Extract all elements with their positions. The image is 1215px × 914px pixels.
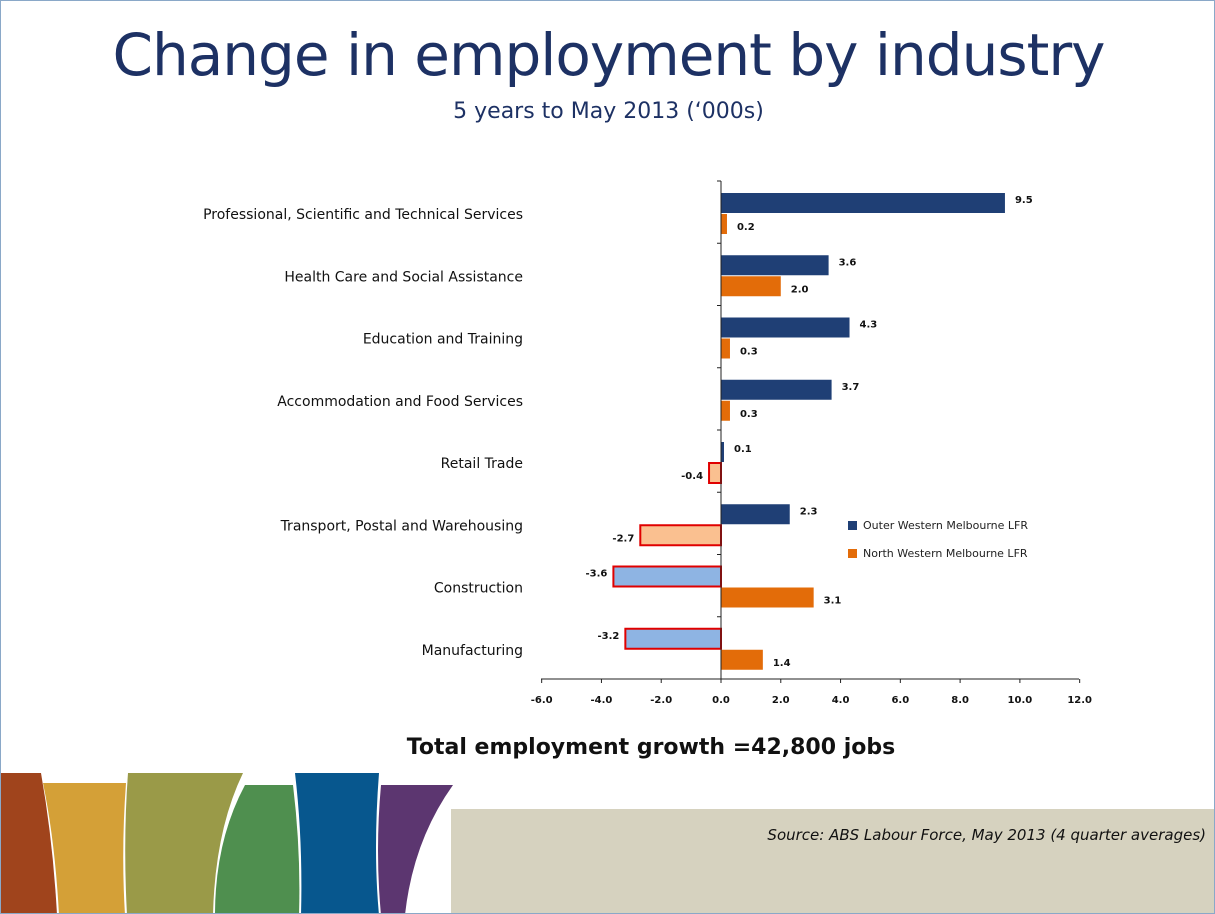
decor-band-5	[295, 773, 379, 913]
legend-label: Outer Western Melbourne LFR	[863, 519, 1028, 532]
x-tick-label: -6.0	[531, 695, 553, 706]
category-labels: Professional, Scientific and Technical S…	[203, 207, 523, 659]
value-label: 0.1	[734, 444, 752, 455]
tick-labels: -6.0 -4.0 -2.0 0.0 2.0 4.0 6.0 8.0 10.0 12.0	[531, 695, 1092, 706]
value-label: -3.6	[586, 569, 608, 580]
category-label: Professional, Scientific and Technical S…	[203, 207, 523, 223]
north-western-bar	[721, 649, 763, 670]
x-tick-label: 8.0	[951, 695, 969, 706]
bars-layer	[612, 193, 1005, 670]
value-label: 1.4	[773, 658, 791, 669]
outer-western-bar	[721, 317, 850, 338]
x-tick-label: -4.0	[591, 695, 613, 706]
legend-swatch-north	[848, 549, 857, 558]
page-subtitle: 5 years to May 2013 (‘000s)	[453, 99, 764, 124]
decorative-banner	[1, 773, 453, 913]
x-tick-label: 0.0	[712, 695, 730, 706]
decor-band-6	[378, 785, 453, 913]
value-label: 0.3	[740, 409, 758, 420]
category-label: Accommodation and Food Services	[277, 394, 523, 410]
value-label: 3.6	[839, 257, 857, 268]
value-label: 0.2	[737, 222, 755, 233]
x-tick-label: 2.0	[772, 695, 790, 706]
value-labels: 9.5 0.2 3.6 2.0 4.3 0.3 3.7 0.3 0.1 -0.4 2.3 -2.7 -3…	[586, 195, 1033, 669]
outer-western-bar	[721, 504, 790, 525]
outer-western-bar	[721, 193, 1005, 213]
value-label: -3.2	[597, 631, 619, 642]
x-tick-label: 10.0	[1008, 695, 1033, 706]
value-label: -2.7	[612, 533, 634, 544]
outer-western-bar	[612, 565, 723, 588]
x-tick-label: 4.0	[832, 695, 850, 706]
footer-band	[451, 809, 1214, 913]
value-label: -0.4	[681, 471, 703, 482]
outer-western-bar	[721, 255, 829, 276]
legend-label: North Western Melbourne LFR	[863, 547, 1028, 560]
outer-western-bar	[721, 379, 832, 400]
category-label: Transport, Postal and Warehousing	[280, 518, 523, 534]
decor-band-1	[1, 773, 57, 913]
outer-western-bar	[624, 627, 722, 650]
category-label: Construction	[434, 581, 523, 597]
north-western-bar	[721, 400, 730, 421]
source-note: Source: ABS Labour Force, May 2013 (4 qu…	[767, 826, 1206, 844]
value-label: 2.0	[791, 284, 809, 295]
value-label: 3.1	[824, 596, 842, 607]
category-label: Manufacturing	[422, 643, 523, 659]
north-western-bar	[721, 338, 730, 359]
north-western-bar	[708, 462, 722, 484]
outer-western-bar	[721, 442, 724, 462]
category-label: Health Care and Social Assistance	[284, 269, 523, 285]
axis-layer	[541, 180, 1081, 683]
north-western-bar	[721, 276, 781, 297]
x-tick-label: 12.0	[1067, 695, 1092, 706]
page-title: Change in employment by industry	[112, 21, 1105, 89]
x-tick-label: 6.0	[891, 695, 909, 706]
category-label: Retail Trade	[441, 456, 523, 472]
x-tick-label: -2.0	[650, 695, 672, 706]
value-label: 2.3	[800, 506, 818, 517]
value-label: 3.7	[842, 382, 860, 393]
value-label: 4.3	[860, 320, 878, 331]
value-label: 0.3	[740, 347, 758, 358]
decor-band-2	[43, 783, 126, 913]
decor-band-3	[125, 773, 243, 913]
category-label: Education and Training	[363, 332, 523, 348]
legend-swatch-outer	[848, 521, 857, 530]
total-growth-text: Total employment growth =42,800 jobs	[406, 735, 896, 760]
value-label: 9.5	[1015, 195, 1033, 206]
north-western-bar	[639, 524, 722, 547]
north-western-bar	[721, 214, 727, 234]
north-western-bar	[721, 587, 814, 608]
decor-band-4	[215, 785, 300, 913]
legend: Outer Western Melbourne LFR North Western…	[848, 519, 1028, 560]
